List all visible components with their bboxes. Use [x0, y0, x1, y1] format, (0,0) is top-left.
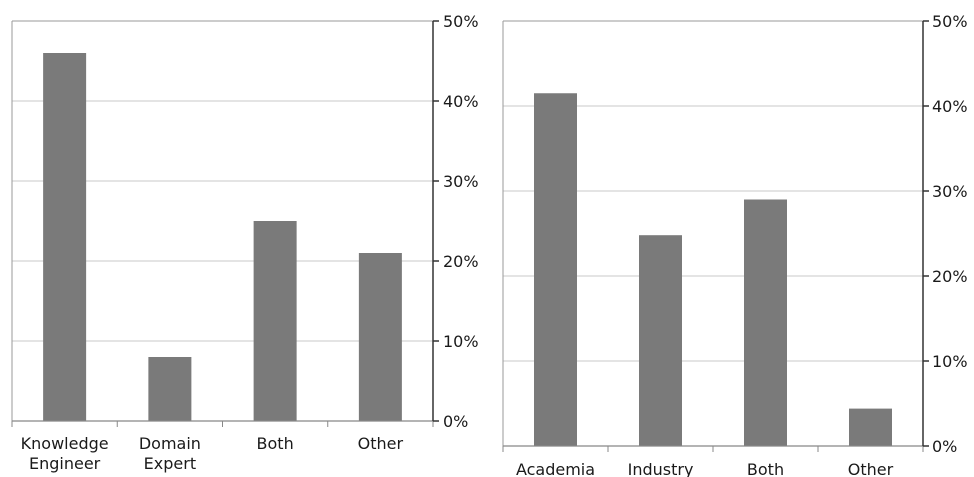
y-tick-label: 10%	[932, 352, 968, 371]
x-category-label: Knowledge Engineer	[21, 434, 109, 473]
x-category-label-line: Domain	[139, 434, 201, 453]
y-tick-label: 50%	[932, 12, 968, 31]
bar-3	[849, 408, 892, 446]
y-tick-label: 0%	[443, 412, 468, 431]
x-category-label-line: Knowledge	[21, 434, 109, 453]
y-tick-label: 50%	[443, 12, 479, 31]
y-tick-label: 20%	[443, 252, 479, 271]
y-tick-label: 30%	[932, 182, 968, 201]
y-tick-label: 10%	[443, 332, 479, 351]
y-tick-label: 30%	[443, 172, 479, 191]
x-category-label: Domain Expert	[139, 434, 201, 473]
x-category-label: Both	[747, 460, 784, 477]
x-category-label: Other	[848, 460, 894, 477]
x-category-label: Academia	[516, 460, 595, 477]
x-category-label-line: Expert	[144, 454, 196, 473]
x-category-label: Industry	[628, 460, 694, 477]
x-category-label-line: Other	[358, 434, 404, 453]
x-category-label-line: Engineer	[29, 454, 101, 473]
y-tick-label: 40%	[932, 97, 968, 116]
x-category-label: Other	[358, 434, 404, 453]
x-category-label-line: Academia	[516, 460, 595, 477]
y-tick-label: 20%	[932, 267, 968, 286]
bar-0	[43, 53, 87, 421]
y-tick-label: 0%	[932, 437, 957, 456]
x-category-label-line: Industry	[628, 460, 694, 477]
x-category-label: Both	[257, 434, 294, 453]
chart-role: 0% 10% 20% 30% 40% 50% Knowledge Engineer Domain…	[11, 12, 479, 473]
bar-2	[744, 199, 787, 446]
x-category-label-line: Both	[257, 434, 294, 453]
bar-2	[253, 221, 297, 421]
bar-3	[358, 253, 402, 421]
bar-0	[534, 93, 577, 446]
bar-1	[639, 235, 682, 446]
chart-affiliation: 0% 10% 20% 30% 40% 50% Academia Industry Both Oth…	[502, 12, 968, 477]
x-category-label-line: Other	[848, 460, 894, 477]
x-category-label-line: Both	[747, 460, 784, 477]
bar-1	[148, 357, 192, 421]
y-tick-label: 40%	[443, 92, 479, 111]
